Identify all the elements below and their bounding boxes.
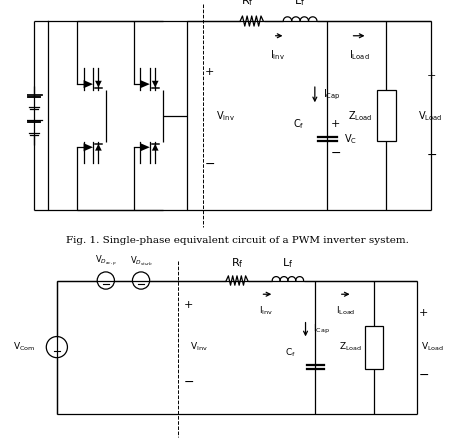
Text: I$_{\rm Cap}$: I$_{\rm Cap}$ (313, 323, 330, 336)
Text: Fig. 1. Single-phase equivalent circuit of a PWM inverter system.: Fig. 1. Single-phase equivalent circuit … (65, 235, 409, 245)
Polygon shape (140, 143, 150, 151)
Text: R$_{\rm f}$: R$_{\rm f}$ (241, 0, 254, 8)
Text: I$_{\rm Inv}$: I$_{\rm Inv}$ (259, 305, 273, 317)
Text: +: + (426, 71, 436, 81)
Bar (365, 326, 383, 368)
Text: I$_{\rm Cap}$: I$_{\rm Cap}$ (323, 88, 341, 102)
Polygon shape (140, 80, 150, 88)
Text: L$_{\rm f}$: L$_{\rm f}$ (283, 256, 293, 270)
Text: +: + (331, 119, 340, 129)
Text: Z$_{\rm Load}$: Z$_{\rm Load}$ (348, 109, 373, 123)
Text: −: − (419, 368, 429, 381)
Polygon shape (83, 80, 93, 88)
Text: −: − (184, 376, 195, 389)
Polygon shape (95, 81, 102, 88)
Text: +: + (419, 308, 428, 318)
Text: V$_{\rm Inv}$: V$_{\rm Inv}$ (190, 341, 208, 353)
Text: V$_{\rm Com}$: V$_{\rm Com}$ (13, 341, 36, 353)
Polygon shape (95, 144, 102, 150)
Text: V$_{D_{sturb}}$: V$_{D_{sturb}}$ (130, 255, 153, 268)
Text: C$_{\rm f}$: C$_{\rm f}$ (285, 347, 296, 359)
Text: V$_{\rm C}$: V$_{\rm C}$ (344, 132, 357, 146)
Text: +: + (205, 66, 214, 77)
Text: +: + (184, 300, 193, 310)
Text: V$_{\rm Inv}$: V$_{\rm Inv}$ (216, 109, 235, 123)
Text: I$_{\rm Load}$: I$_{\rm Load}$ (349, 49, 369, 62)
Text: I$_{\rm Load}$: I$_{\rm Load}$ (336, 305, 356, 317)
Text: C$_{\rm f}$: C$_{\rm f}$ (293, 117, 304, 131)
Text: V$_{\rm Load}$: V$_{\rm Load}$ (418, 109, 442, 123)
Text: V$_{\rm Load}$: V$_{\rm Load}$ (421, 341, 444, 353)
Text: −: − (331, 147, 341, 160)
Text: R$_{\rm f}$: R$_{\rm f}$ (231, 256, 243, 270)
Text: I$_{\rm Inv}$: I$_{\rm Inv}$ (270, 49, 285, 62)
Polygon shape (152, 144, 159, 150)
Text: −: − (426, 149, 437, 162)
Bar (377, 90, 396, 141)
Text: Z$_{\rm Load}$: Z$_{\rm Load}$ (339, 341, 362, 353)
Polygon shape (83, 143, 93, 151)
Text: L$_{\rm f}$: L$_{\rm f}$ (294, 0, 306, 8)
Polygon shape (152, 81, 159, 88)
Text: −: − (204, 158, 215, 170)
Text: V$_{D_{ac,p}}$: V$_{D_{ac,p}}$ (95, 253, 117, 268)
